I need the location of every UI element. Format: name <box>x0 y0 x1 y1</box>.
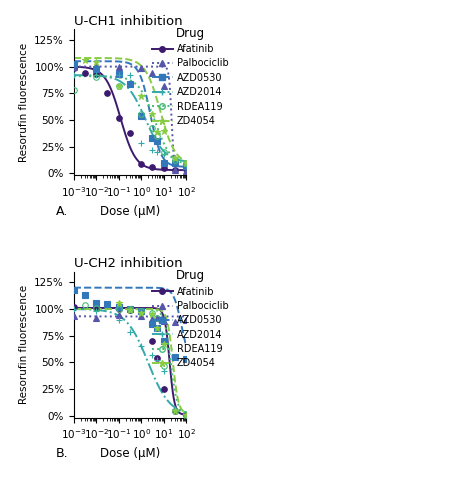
Legend: Afatinib, Palbociclib, AZD0530, AZD2014, RDEA119, ZD4054: Afatinib, Palbociclib, AZD0530, AZD2014,… <box>152 269 229 368</box>
Text: U-CH2 inhibition: U-CH2 inhibition <box>74 257 182 270</box>
X-axis label: Dose (μM): Dose (μM) <box>100 204 160 218</box>
Text: B.: B. <box>56 447 68 460</box>
Y-axis label: Resorufin fluorescence: Resorufin fluorescence <box>19 43 29 162</box>
Y-axis label: Resorufin fluorescence: Resorufin fluorescence <box>19 285 29 404</box>
Text: A.: A. <box>56 205 68 218</box>
X-axis label: Dose (μM): Dose (μM) <box>100 447 160 460</box>
Legend: Afatinib, Palbociclib, AZD0530, AZD2014, RDEA119, ZD4054: Afatinib, Palbociclib, AZD0530, AZD2014,… <box>152 27 229 126</box>
Text: U-CH1 inhibition: U-CH1 inhibition <box>74 15 182 28</box>
